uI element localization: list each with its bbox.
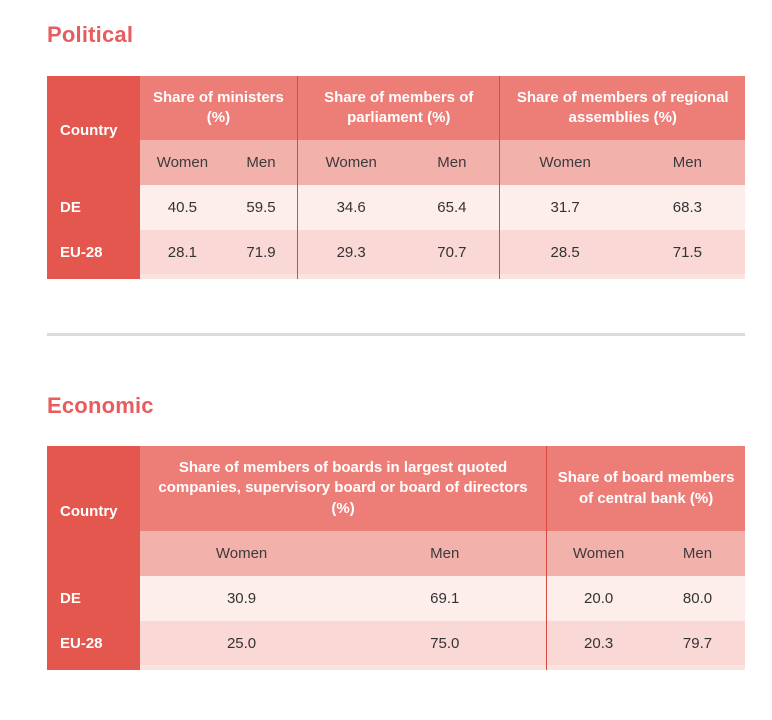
economic-section: Economic Country Share of members of boa… [47,393,745,670]
political-table: Country Share of ministers (%) Share of … [47,76,745,279]
economic-de-boards-women: 30.9 [139,576,344,621]
section-divider [47,333,745,336]
economic-eu28-boards-women: 25.0 [139,621,344,665]
political-group-parliament: Share of members of parliament (%) [297,76,500,140]
political-de-ministers-women: 40.5 [139,185,225,230]
economic-table: Country Share of members of boards in la… [47,446,745,670]
political-row-de-country: DE [47,185,140,230]
economic-country-header: Country [47,446,140,576]
political-group-ministers: Share of ministers (%) [139,76,298,140]
political-section: Political Country Share of ministers (%)… [47,22,745,279]
table-row: DE 40.5 59.5 34.6 65.4 31.7 68.3 [47,185,745,230]
political-heading: Political [47,22,134,47]
economic-row-eu28-country: EU-28 [47,621,140,665]
economic-boards-women-header: Women [139,531,344,576]
political-eu28-parliament-women: 29.3 [297,230,405,274]
political-row-eu28-country: EU-28 [47,230,140,274]
political-regional-men-header: Men [629,140,745,185]
political-eu28-ministers-men: 71.9 [224,230,298,274]
economic-group-boards: Share of members of boards in largest qu… [139,446,547,531]
economic-centralbank-women-header: Women [546,531,651,576]
economic-de-centralbank-women: 20.0 [546,576,651,621]
political-group-regional-assemblies: Share of members of regional assemblies … [499,76,745,140]
economic-boards-men-header: Men [343,531,547,576]
table-row: EU-28 28.1 71.9 29.3 70.7 28.5 71.5 [47,230,745,274]
economic-eu28-boards-men: 75.0 [343,621,547,665]
table-bottom-strip [47,274,745,279]
economic-eu28-centralbank-women: 20.3 [546,621,651,665]
political-de-regional-men: 68.3 [629,185,745,230]
political-eu28-ministers-women: 28.1 [139,230,225,274]
political-eu28-regional-men: 71.5 [629,230,745,274]
economic-group-central-bank: Share of board members of central bank (… [546,446,745,531]
political-de-regional-women: 31.7 [499,185,630,230]
political-eu28-parliament-men: 70.7 [404,230,500,274]
political-de-parliament-men: 65.4 [404,185,500,230]
economic-de-centralbank-men: 80.0 [650,576,745,621]
table-row: EU-28 25.0 75.0 20.3 79.7 [47,621,745,665]
economic-de-boards-men: 69.1 [343,576,547,621]
political-de-ministers-men: 59.5 [224,185,298,230]
economic-eu28-centralbank-men: 79.7 [650,621,745,665]
political-parliament-women-header: Women [297,140,405,185]
political-country-header: Country [47,76,140,185]
economic-centralbank-men-header: Men [650,531,745,576]
political-regional-women-header: Women [499,140,630,185]
table-row: DE 30.9 69.1 20.0 80.0 [47,576,745,621]
political-parliament-men-header: Men [404,140,500,185]
page: Political Country Share of ministers (%)… [47,22,745,670]
political-ministers-women-header: Women [139,140,225,185]
political-ministers-men-header: Men [224,140,298,185]
political-de-parliament-women: 34.6 [297,185,405,230]
political-eu28-regional-women: 28.5 [499,230,630,274]
economic-heading: Economic [47,393,154,418]
economic-row-de-country: DE [47,576,140,621]
table-bottom-strip [47,665,745,670]
